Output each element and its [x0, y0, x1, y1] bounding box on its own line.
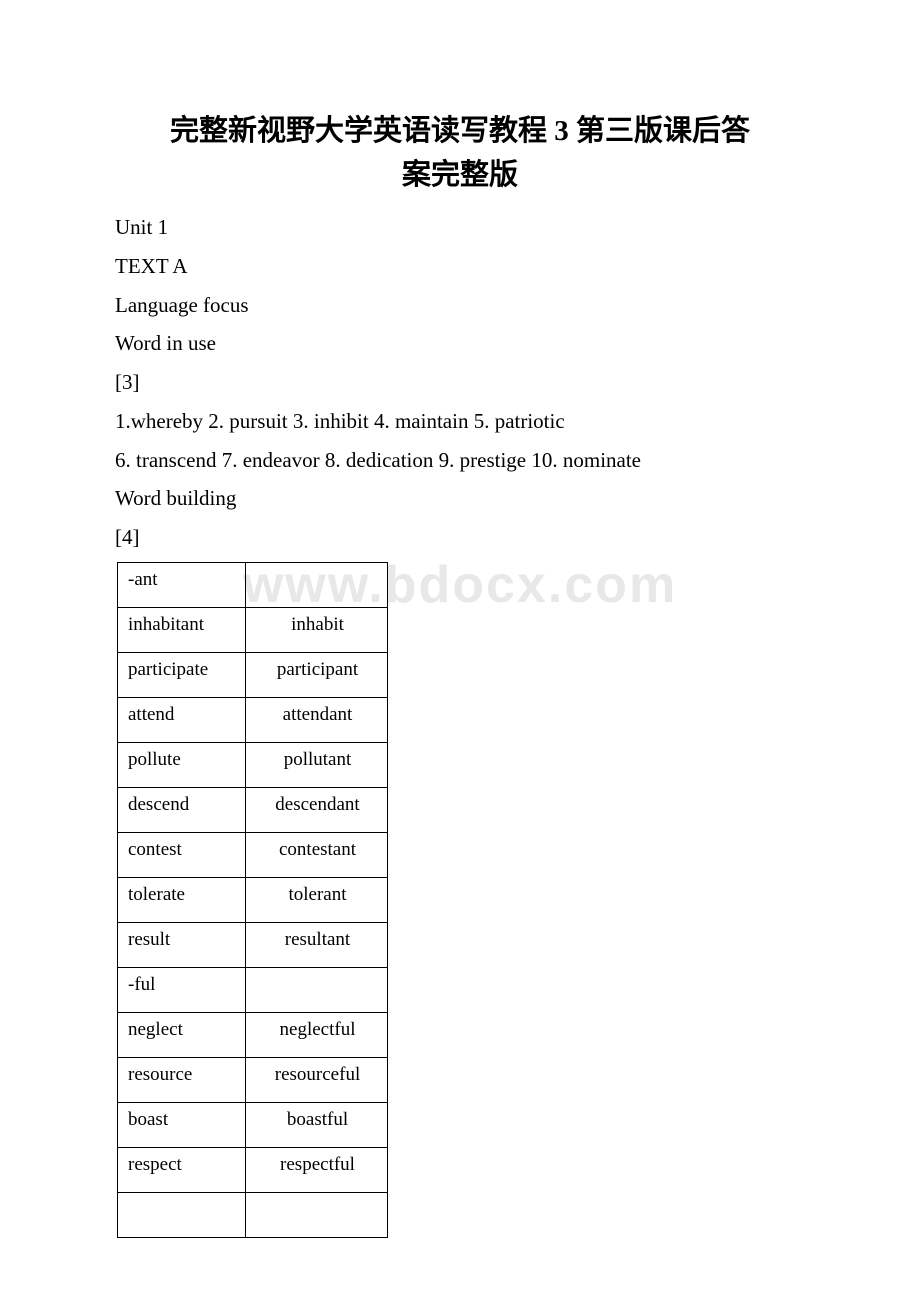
unit-heading: Unit 1 — [115, 209, 805, 246]
table-row: pollutepollutant — [118, 742, 388, 787]
exercise-4-label: [4] — [115, 519, 805, 556]
table-cell: pollute — [118, 742, 246, 787]
table-row: participateparticipant — [118, 652, 388, 697]
table-cell: descend — [118, 787, 246, 832]
table-cell: participant — [246, 652, 388, 697]
table-row: attendattendant — [118, 697, 388, 742]
table-row: resourceresourceful — [118, 1057, 388, 1102]
table-cell: boast — [118, 1102, 246, 1147]
exercise-3-label: [3] — [115, 364, 805, 401]
table-cell — [246, 562, 388, 607]
table-cell: neglectful — [246, 1012, 388, 1057]
table-cell: resource — [118, 1057, 246, 1102]
text-a-heading: TEXT A — [115, 248, 805, 285]
table-cell: result — [118, 922, 246, 967]
table-cell: attendant — [246, 697, 388, 742]
answers-line-1: 1.whereby 2. pursuit 3. inhibit 4. maint… — [115, 403, 805, 440]
table-cell — [246, 1192, 388, 1237]
table-row: -ant — [118, 562, 388, 607]
table-cell — [118, 1192, 246, 1237]
table-cell: -ful — [118, 967, 246, 1012]
table-cell: boastful — [246, 1102, 388, 1147]
table-cell: attend — [118, 697, 246, 742]
table-cell: participate — [118, 652, 246, 697]
table-row — [118, 1192, 388, 1237]
word-building-table: -ant inhabitantinhabit participatepartic… — [117, 562, 388, 1238]
table-cell: resourceful — [246, 1057, 388, 1102]
language-focus-heading: Language focus — [115, 287, 805, 324]
table-cell — [246, 967, 388, 1012]
word-building-heading: Word building — [115, 480, 805, 517]
table-cell: resultant — [246, 922, 388, 967]
table-row: descenddescendant — [118, 787, 388, 832]
answers-line-2: 6. transcend 7. endeavor 8. dedication 9… — [115, 442, 805, 479]
table-row: neglectneglectful — [118, 1012, 388, 1057]
table-cell: -ant — [118, 562, 246, 607]
table-cell: tolerant — [246, 877, 388, 922]
table-cell: contestant — [246, 832, 388, 877]
table-row: toleratetolerant — [118, 877, 388, 922]
table-row: inhabitantinhabit — [118, 607, 388, 652]
table-row: -ful — [118, 967, 388, 1012]
table-row: respectrespectful — [118, 1147, 388, 1192]
table-row: contestcontestant — [118, 832, 388, 877]
table-row: resultresultant — [118, 922, 388, 967]
document-content: 完整新视野大学英语读写教程 3 第三版课后答 案完整版 Unit 1 TEXT … — [115, 110, 805, 1238]
table-cell: tolerate — [118, 877, 246, 922]
title-line-1: 完整新视野大学英语读写教程 3 第三版课后答 — [170, 115, 750, 147]
table-cell: contest — [118, 832, 246, 877]
table-row: boastboastful — [118, 1102, 388, 1147]
table-cell: neglect — [118, 1012, 246, 1057]
table-cell: pollutant — [246, 742, 388, 787]
table-cell: descendant — [246, 787, 388, 832]
table-cell: respectful — [246, 1147, 388, 1192]
table-cell: inhabit — [246, 607, 388, 652]
word-in-use-heading: Word in use — [115, 325, 805, 362]
title-line-2: 案完整版 — [402, 159, 518, 191]
document-title: 完整新视野大学英语读写教程 3 第三版课后答 案完整版 — [115, 110, 805, 197]
table-cell: respect — [118, 1147, 246, 1192]
table-cell: inhabitant — [118, 607, 246, 652]
